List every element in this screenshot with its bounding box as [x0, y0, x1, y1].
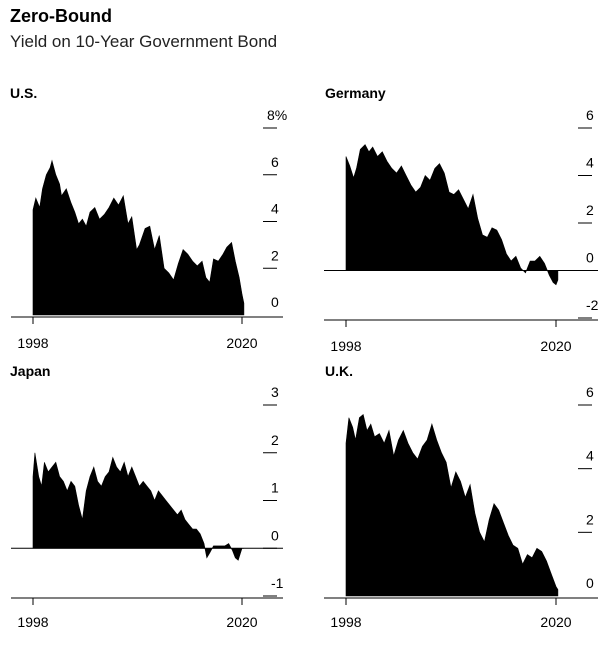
- chart-title: Zero-Bound: [10, 6, 112, 26]
- y-tick-label: 1: [271, 480, 279, 496]
- y-tick-label: -2: [586, 297, 599, 313]
- y-tick-label: 6: [586, 107, 594, 123]
- panel-title: Germany: [325, 85, 386, 101]
- x-tick-label: 1998: [17, 614, 48, 630]
- y-tick-label: 4: [586, 155, 594, 171]
- x-tick-label: 1998: [17, 335, 48, 351]
- area-series: [32, 452, 244, 561]
- y-tick-label: 0: [271, 527, 279, 543]
- x-tick-label: 2020: [226, 335, 257, 351]
- y-tick-label: 4: [586, 448, 594, 464]
- y-tick-label: 0: [586, 250, 594, 266]
- y-tick-label: 2: [271, 432, 279, 448]
- x-tick-label: 1998: [330, 614, 361, 630]
- panel-title: U.K.: [325, 363, 353, 379]
- panel-title: Japan: [10, 363, 50, 379]
- x-tick-label: 2020: [226, 614, 257, 630]
- area-series: [345, 413, 559, 597]
- area-series: [32, 159, 245, 316]
- x-tick-label: 1998: [330, 338, 361, 354]
- y-tick-label: 3: [271, 384, 279, 400]
- y-tick-label: 0: [271, 294, 279, 310]
- x-tick-label: 2020: [540, 614, 571, 630]
- y-tick-label: 6: [586, 384, 594, 400]
- y-tick-label: 2: [586, 202, 594, 218]
- y-tick-label: 4: [271, 201, 279, 217]
- chart-panel-0: U.S. 1998 2020 8% 6 4 2 0: [10, 85, 287, 351]
- chart-panel-3: U.K. 1998 2020 6 4 2 0: [324, 363, 598, 630]
- chart-panel-1: Germany 1998 2020 6 4 2 0 -2: [324, 85, 599, 354]
- y-tick-label: -1: [271, 575, 284, 591]
- chart-subtitle: Yield on 10-Year Government Bond: [10, 32, 278, 51]
- panel-title: U.S.: [10, 85, 37, 101]
- x-tick-label: 2020: [540, 338, 571, 354]
- y-tick-label: 8%: [267, 107, 287, 123]
- y-tick-label: 6: [271, 154, 279, 170]
- y-tick-label: 2: [586, 511, 594, 527]
- chart-panel-2: Japan 1998 2020 3 2 1 0 -1: [10, 363, 284, 630]
- y-tick-label: 2: [271, 247, 279, 263]
- y-tick-label: 0: [586, 575, 594, 591]
- area-series: [345, 144, 559, 286]
